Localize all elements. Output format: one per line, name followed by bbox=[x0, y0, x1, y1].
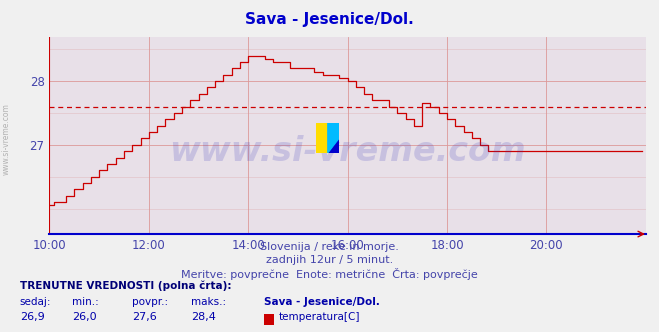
Text: 28,4: 28,4 bbox=[191, 312, 216, 322]
Text: Slovenija / reke in morje.: Slovenija / reke in morje. bbox=[260, 242, 399, 252]
Text: 26,9: 26,9 bbox=[20, 312, 45, 322]
Text: min.:: min.: bbox=[72, 297, 100, 307]
Text: TRENUTNE VREDNOSTI (polna črta):: TRENUTNE VREDNOSTI (polna črta): bbox=[20, 281, 231, 291]
Text: Sava - Jesenice/Dol.: Sava - Jesenice/Dol. bbox=[264, 297, 380, 307]
Text: Meritve: povprečne  Enote: metrične  Črta: povprečje: Meritve: povprečne Enote: metrične Črta:… bbox=[181, 268, 478, 280]
Text: sedaj:: sedaj: bbox=[20, 297, 51, 307]
Text: Sava - Jesenice/Dol.: Sava - Jesenice/Dol. bbox=[245, 12, 414, 27]
Text: www.si-vreme.com: www.si-vreme.com bbox=[169, 134, 526, 168]
Text: maks.:: maks.: bbox=[191, 297, 226, 307]
Polygon shape bbox=[328, 123, 339, 153]
Text: povpr.:: povpr.: bbox=[132, 297, 168, 307]
Text: 26,0: 26,0 bbox=[72, 312, 97, 322]
Polygon shape bbox=[328, 138, 339, 153]
Text: www.si-vreme.com: www.si-vreme.com bbox=[2, 104, 11, 175]
Text: temperatura[C]: temperatura[C] bbox=[279, 312, 360, 322]
Text: 27,6: 27,6 bbox=[132, 312, 157, 322]
Bar bbox=[316, 123, 328, 153]
Text: zadnjih 12ur / 5 minut.: zadnjih 12ur / 5 minut. bbox=[266, 255, 393, 265]
